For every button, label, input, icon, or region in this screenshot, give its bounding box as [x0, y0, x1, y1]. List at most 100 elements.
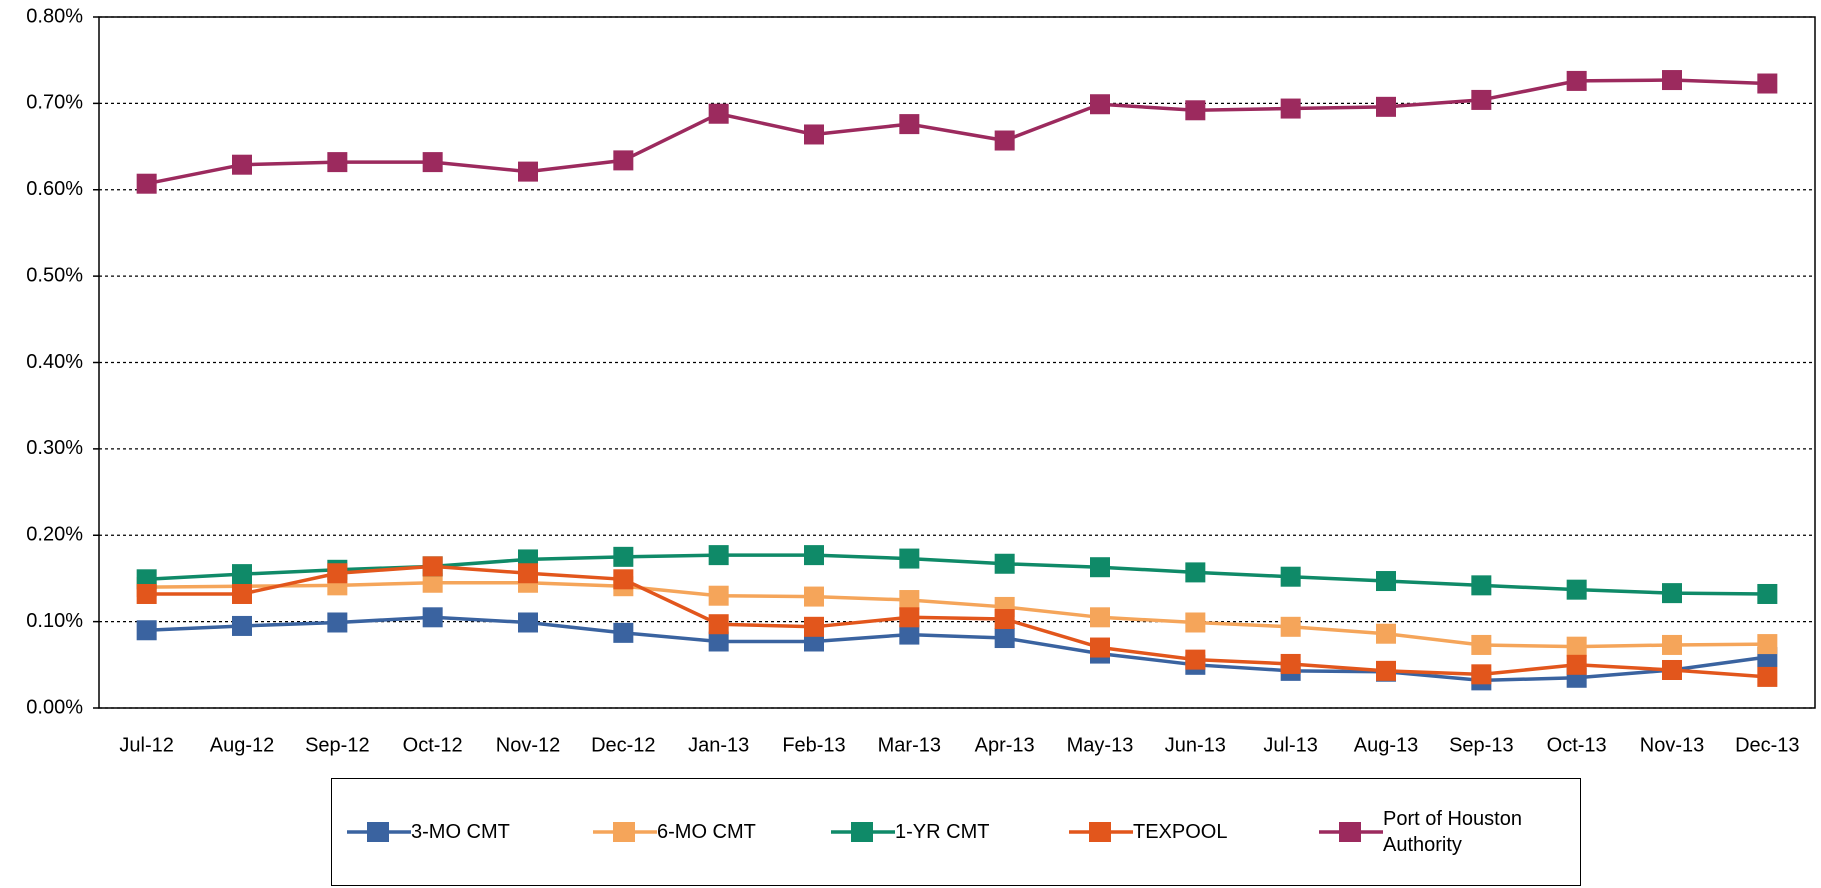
- x-tick-label: Oct-13: [1547, 734, 1607, 756]
- point-marker: [1280, 616, 1301, 637]
- point-marker: [1185, 100, 1206, 121]
- x-tick-label: Feb-13: [782, 734, 845, 756]
- point-marker: [804, 124, 824, 145]
- x-tick-label: Oct-12: [403, 734, 463, 756]
- point-marker: [518, 563, 538, 584]
- point-marker: [1566, 579, 1587, 600]
- point-marker: [136, 173, 157, 194]
- legend-marker: [1339, 822, 1361, 842]
- legend-label: Port of Houston Authority: [1383, 808, 1522, 856]
- y-tick-label: 0.60%: [26, 178, 83, 200]
- point-marker: [1376, 96, 1396, 117]
- point-marker: [899, 548, 920, 569]
- point-marker: [518, 161, 538, 182]
- legend-marker: [851, 822, 873, 842]
- point-marker: [232, 583, 252, 604]
- point-marker: [613, 622, 634, 643]
- point-marker: [804, 616, 824, 637]
- x-tick-label: Jan-13: [688, 734, 749, 756]
- y-tick-label: 0.30%: [26, 437, 83, 459]
- legend-swatch: [347, 822, 411, 842]
- point-marker: [1185, 649, 1206, 670]
- point-marker: [804, 545, 824, 566]
- point-marker: [1280, 653, 1301, 674]
- point-marker: [1757, 634, 1778, 655]
- point-marker: [708, 585, 729, 606]
- series-line: [146, 78, 1768, 186]
- legend-item: 1-YR CMT: [831, 819, 989, 845]
- point-marker: [899, 114, 920, 135]
- point-marker: [613, 546, 634, 567]
- y-tick-label: 0.70%: [26, 92, 83, 114]
- y-tick-label: 0.40%: [26, 351, 83, 373]
- point-marker: [1566, 636, 1587, 657]
- legend-swatch: [1319, 822, 1383, 842]
- point-marker: [422, 152, 443, 173]
- point-marker: [899, 624, 920, 645]
- point-marker: [1662, 583, 1682, 604]
- point-marker: [1471, 575, 1492, 596]
- y-tick-label: 0.10%: [26, 610, 83, 632]
- point-marker: [327, 563, 348, 584]
- point-marker: [1471, 89, 1492, 110]
- point-marker: [708, 614, 729, 635]
- point-marker: [1662, 634, 1682, 655]
- x-tick-label: Apr-13: [975, 734, 1035, 756]
- point-marker: [708, 103, 729, 124]
- x-tick-label: Aug-12: [210, 734, 275, 756]
- x-tick-label: Nov-13: [1640, 734, 1704, 756]
- legend-label: 3-MO CMT: [411, 821, 510, 843]
- point-marker: [422, 572, 443, 593]
- point-marker: [1757, 583, 1778, 604]
- plot-frame: [98, 16, 1816, 709]
- point-marker: [899, 607, 920, 628]
- x-tick-label: May-13: [1067, 734, 1134, 756]
- point-marker: [1090, 557, 1110, 578]
- point-marker: [1376, 623, 1396, 644]
- point-marker: [422, 607, 443, 628]
- legend-label: 1-YR CMT: [895, 821, 990, 843]
- point-marker: [1376, 571, 1396, 592]
- point-marker: [1185, 612, 1206, 633]
- legend-swatch: [593, 822, 657, 842]
- legend-swatch: [831, 822, 895, 842]
- point-marker: [804, 586, 824, 607]
- point-marker: [708, 631, 729, 652]
- point-marker: [422, 556, 443, 577]
- point-marker: [1757, 73, 1778, 94]
- point-marker: [1376, 660, 1396, 681]
- legend-marker: [613, 822, 635, 842]
- point-marker: [994, 609, 1015, 630]
- point-marker: [1280, 566, 1301, 587]
- legend-item: TEXPOOL: [1069, 819, 1227, 845]
- y-tick-label: 0.20%: [26, 524, 83, 546]
- point-marker: [994, 130, 1015, 151]
- y-tick-label: 0.80%: [26, 5, 83, 27]
- point-marker: [994, 553, 1015, 574]
- point-marker: [518, 612, 538, 633]
- series-line: [146, 615, 1768, 683]
- point-marker: [1662, 70, 1682, 91]
- point-marker: [327, 612, 348, 633]
- point-marker: [1185, 562, 1206, 583]
- x-tick-label: Jul-13: [1263, 734, 1317, 756]
- point-marker: [1757, 666, 1778, 687]
- legend-label: 6-MO CMT: [657, 821, 756, 843]
- legend-label: TEXPOOL: [1133, 821, 1228, 843]
- x-tick-label: Aug-13: [1354, 734, 1419, 756]
- point-marker: [613, 569, 634, 590]
- point-marker: [232, 564, 252, 585]
- point-marker: [136, 620, 157, 641]
- x-tick-label: Dec-12: [591, 734, 655, 756]
- point-marker: [708, 545, 729, 566]
- chart: 0.00% 0.10% 0.20% 0.30% 0.40% 0.50% 0.60% 0.70%…: [26, 5, 1816, 756]
- point-marker: [327, 152, 348, 173]
- point-marker: [613, 150, 634, 171]
- point-marker: [1566, 70, 1587, 91]
- point-marker: [1662, 659, 1682, 680]
- x-tick-label: Sep-12: [305, 734, 370, 756]
- legend-marker: [367, 822, 389, 842]
- point-marker: [1280, 98, 1301, 119]
- x-tick-label: Nov-12: [496, 734, 560, 756]
